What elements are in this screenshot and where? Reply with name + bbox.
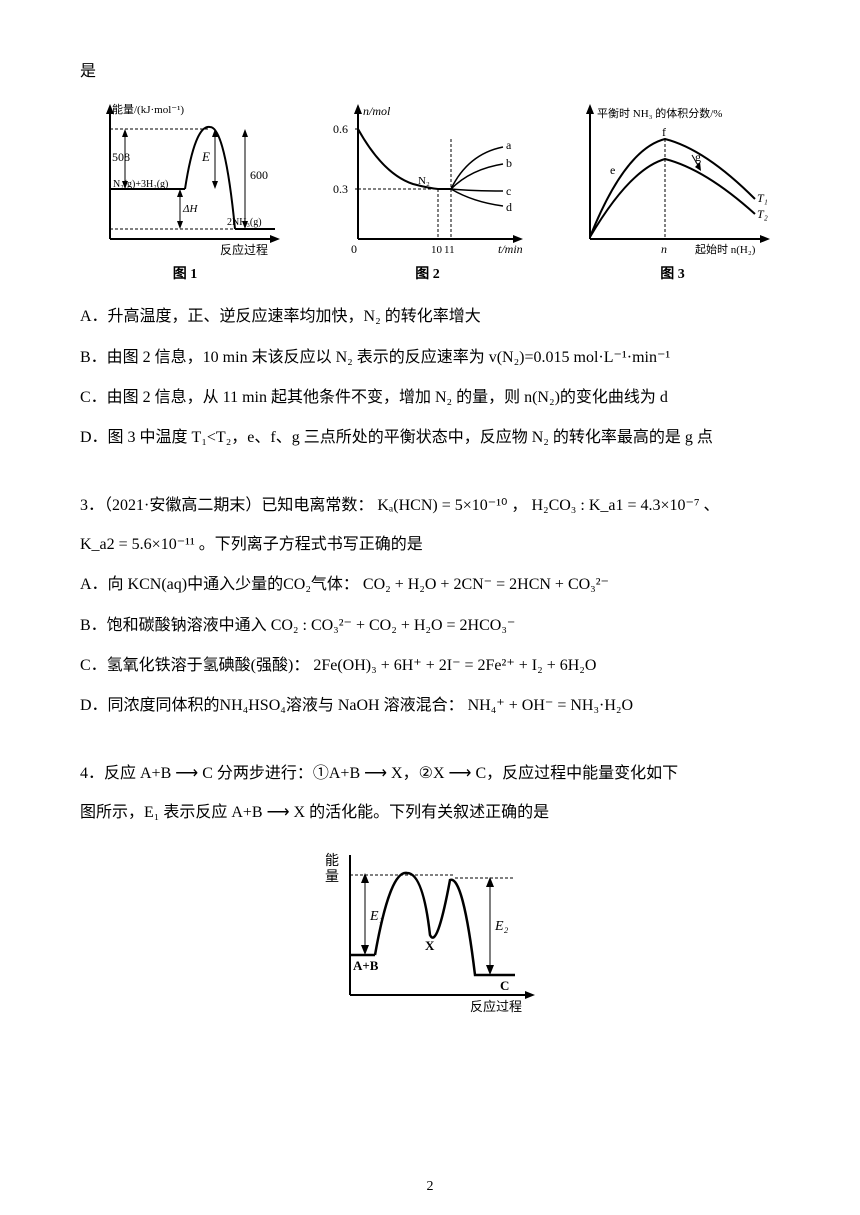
fig1-reactant: N₂(g)+3H₂(g) [113, 179, 168, 190]
q3-option-D: D．同浓度同体积的NH₄HSO₄溶液与 NaOH 溶液混合： NH₄⁺ + OH… [80, 687, 780, 725]
q3-option-B: B．饱和碳酸钠溶液中通入 CO₂ : CO₃²⁻ + CO₂ + H₂O = 2… [80, 607, 780, 645]
q4-svg: 能 量 E₁ E₂ A+B X C 反应过程 [315, 845, 545, 1015]
fig1-ylabel: 能量/(kJ·mol⁻¹) [112, 102, 184, 116]
fig3-e: e [610, 163, 615, 177]
q4-ylabel1: 能 [325, 853, 339, 869]
q3-block: 3．（2021·安徽高二期末）已知电离常数： Kₐ(HCN) = 5×10⁻¹⁰… [80, 488, 780, 726]
q3-sep1: ， [511, 497, 527, 514]
fig3-f: f [662, 125, 666, 139]
q2-option-A: A．升高温度，正、逆反应速率均加快，N₂ 的转化率增大 [80, 298, 780, 336]
q2-option-D: D．图 3 中温度 T₁<T₂，e、f、g 三点所处的平衡状态中，反应物 N₂ … [80, 419, 780, 457]
fig3-n: n [661, 242, 667, 256]
q4-figure-wrap: 能 量 E₁ E₂ A+B X C 反应过程 [80, 845, 780, 1015]
q3-B-text: B．饱和碳酸钠溶液中通入 [80, 617, 267, 634]
fig1-svg: 能量/(kJ·mol⁻¹) 508 E 600 [80, 99, 290, 259]
q3-f1: Kₐ(HCN) = 5×10⁻¹⁰ [377, 497, 507, 514]
page-number: 2 [427, 1179, 434, 1195]
fig1-dH: ΔH [182, 203, 198, 215]
fig2-06: 0.6 [333, 122, 348, 136]
fig3-xlabel: 起始时 n(H₂) [695, 242, 756, 256]
fig1-E: E [201, 149, 210, 164]
q2-option-C: C．由图 2 信息，从 11 min 起其他条件不变，增加 N₂ 的量，则 n(… [80, 379, 780, 417]
fig3-svg: 平衡时 NH₃ 的体积分数/% e f g T₁ T₂ n 起始时 n(H₂) [565, 99, 780, 259]
fig2-ylabel: n/mol [363, 104, 391, 118]
fig2-c: c [506, 184, 511, 198]
fig2-a: a [506, 138, 512, 152]
q3-A-formula: CO₂ + H₂O + 2CN⁻ = 2HCN + CO₃²⁻ [363, 576, 609, 593]
fig1-xlabel: 反应过程 [220, 242, 268, 257]
q4-E2: E₂ [494, 919, 509, 934]
fig1-caption: 图 1 [173, 263, 198, 283]
q2-option-B: B．由图 2 信息，10 min 末该反应以 N₂ 表示的反应速率为 v(N₂)… [80, 339, 780, 377]
fig2-03: 0.3 [333, 182, 348, 196]
fig1-product: 2NH₃(g) [227, 217, 262, 228]
fig2-b: b [506, 156, 512, 170]
intro-text: 是 [80, 54, 780, 89]
q3-D-formula: NH₄⁺ + OH⁻ = NH₃·H₂O [468, 697, 633, 714]
fig3-T2: T₂ [757, 207, 768, 221]
fig2-svg: n/mol 0.6 0.3 0 10 11 t/min N₂ a b c [323, 99, 533, 259]
q4-C: C [500, 978, 509, 993]
q3-stem-line2-text: 。下列离子方程式书写正确的是 [199, 536, 423, 553]
fig1-508: 508 [112, 150, 130, 164]
q3-stem-line2: K_a2 = 5.6×10⁻¹¹ 。下列离子方程式书写正确的是 [80, 527, 780, 562]
q3-C-formula: 2Fe(OH)₃ + 6H⁺ + 2I⁻ = 2Fe²⁺ + I₂ + 6H₂O [313, 657, 596, 674]
q3-f2: H₂CO₃ : K_a1 = 4.3×10⁻⁷ [531, 497, 699, 514]
q3-stem-line1: 3．（2021·安徽高二期末）已知电离常数： Kₐ(HCN) = 5×10⁻¹⁰… [80, 488, 780, 523]
fig1-600: 600 [250, 168, 268, 182]
q3-option-A: A．向 KCN(aq)中通入少量的CO₂气体： CO₂ + H₂O + 2CN⁻… [80, 566, 780, 604]
fig2-0: 0 [351, 242, 357, 256]
fig3-ylabel: 平衡时 NH₃ 的体积分数/% [597, 106, 722, 120]
q3-B-formula: CO₂ : CO₃²⁻ + CO₂ + H₂O = 2HCO₃⁻ [271, 617, 516, 634]
fig3-caption: 图 3 [660, 263, 685, 283]
q3-D-text: D．同浓度同体积的NH₄HSO₄溶液与 NaOH 溶液混合： [80, 697, 464, 714]
q4-block: 4．反应 A+B ⟶ C 分两步进行：①A+B ⟶ X，②X ⟶ C，反应过程中… [80, 756, 780, 1015]
q3-sep2: 、 [704, 497, 720, 514]
q3-C-text: C．氢氧化铁溶于氢碘酸(强酸)： [80, 657, 309, 674]
fig2-xlabel: t/min [498, 242, 523, 256]
q3-A-text: A．向 KCN(aq)中通入少量的CO₂气体： [80, 576, 359, 593]
fig3-T1: T₁ [757, 191, 768, 205]
fig2-caption: 图 2 [415, 263, 440, 283]
figures-row: 能量/(kJ·mol⁻¹) 508 E 600 [80, 99, 780, 283]
q4-E1: E₁ [369, 909, 383, 924]
q3-stem-part1: 3．（2021·安徽高二期末）已知电离常数： [80, 497, 373, 514]
figure-2: n/mol 0.6 0.3 0 10 11 t/min N₂ a b c [323, 99, 533, 283]
q4-ylabel2: 量 [325, 869, 339, 885]
q3-option-C: C．氢氧化铁溶于氢碘酸(强酸)： 2Fe(OH)₃ + 6H⁺ + 2I⁻ = … [80, 647, 780, 685]
q4-AB: A+B [353, 958, 379, 973]
figure-1: 能量/(kJ·mol⁻¹) 508 E 600 [80, 99, 290, 283]
figure-3: 平衡时 NH₃ 的体积分数/% e f g T₁ T₂ n 起始时 n(H₂) … [565, 99, 780, 283]
q4-xlabel: 反应过程 [470, 999, 522, 1014]
q3-f3: K_a2 = 5.6×10⁻¹¹ [80, 536, 195, 553]
q4-stem-line2: 图所示，E₁ 表示反应 A+B ⟶ X 的活化能。下列有关叙述正确的是 [80, 795, 780, 830]
q4-stem-line1: 4．反应 A+B ⟶ C 分两步进行：①A+B ⟶ X，②X ⟶ C，反应过程中… [80, 756, 780, 791]
fig2-N2: N₂ [418, 175, 430, 187]
fig2-d: d [506, 200, 512, 214]
fig2-11: 11 [444, 244, 455, 256]
fig2-10: 10 [431, 244, 443, 256]
q4-X: X [425, 938, 435, 953]
